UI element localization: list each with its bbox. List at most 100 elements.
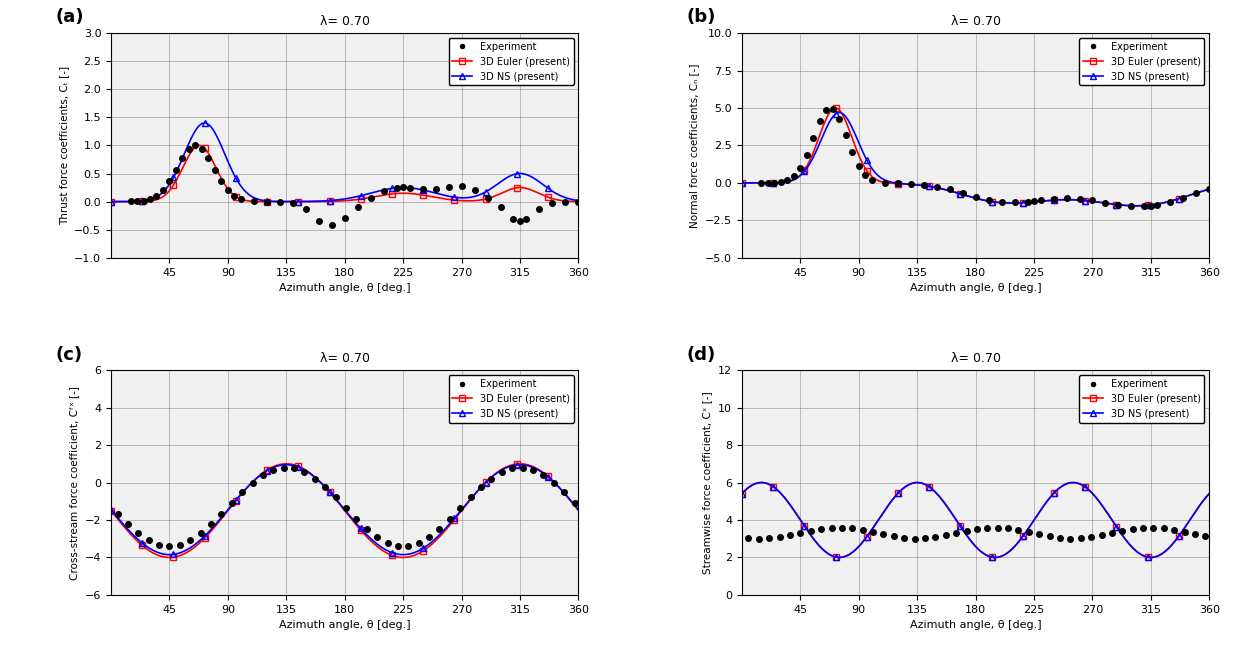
- Point: [502, 463, 522, 474]
- Point: [822, 522, 842, 533]
- Point: [199, 153, 218, 163]
- Title: λ= 0.70: λ= 0.70: [950, 15, 1001, 28]
- Point: [492, 467, 512, 477]
- Point: [180, 535, 200, 545]
- Legend: Experiment, 3D Euler (present), 3D NS (present): Experiment, 3D Euler (present), 3D NS (p…: [448, 375, 574, 422]
- Point: [988, 522, 1008, 533]
- Point: [992, 196, 1012, 207]
- Point: [771, 176, 791, 187]
- Point: [316, 482, 336, 492]
- Point: [357, 524, 376, 534]
- Point: [179, 143, 199, 154]
- Point: [394, 182, 413, 193]
- Point: [308, 215, 328, 226]
- Point: [956, 525, 976, 536]
- Point: [441, 514, 460, 524]
- Point: [916, 533, 935, 544]
- Title: λ= 0.70: λ= 0.70: [320, 15, 370, 28]
- Point: [429, 524, 449, 534]
- Point: [193, 143, 212, 154]
- Point: [231, 194, 251, 204]
- Point: [270, 196, 290, 207]
- Point: [400, 182, 420, 193]
- Point: [1082, 195, 1102, 206]
- Point: [264, 465, 284, 475]
- Point: [1141, 200, 1161, 211]
- Point: [565, 498, 585, 508]
- Point: [412, 184, 432, 194]
- Point: [481, 473, 501, 484]
- Point: [791, 527, 811, 538]
- Point: [759, 533, 779, 544]
- Point: [554, 487, 574, 498]
- Point: [139, 535, 159, 545]
- Point: [1196, 531, 1215, 541]
- Point: [107, 508, 127, 519]
- Point: [1019, 527, 1039, 537]
- Legend: Experiment, 3D Euler (present), 3D NS (present): Experiment, 3D Euler (present), 3D NS (p…: [1080, 38, 1204, 85]
- Point: [147, 190, 167, 201]
- Point: [191, 528, 211, 539]
- Point: [460, 492, 480, 502]
- Point: [791, 163, 811, 174]
- Point: [1070, 194, 1090, 204]
- Point: [765, 177, 785, 188]
- Point: [1056, 193, 1076, 204]
- Point: [801, 525, 821, 536]
- Point: [243, 477, 263, 488]
- Point: [529, 204, 549, 214]
- Point: [1040, 531, 1060, 541]
- Point: [211, 508, 231, 519]
- Point: [452, 181, 471, 192]
- Point: [823, 104, 843, 114]
- Point: [1174, 192, 1193, 203]
- Point: [533, 470, 553, 481]
- Point: [835, 130, 855, 140]
- Point: [569, 196, 589, 207]
- Point: [811, 524, 830, 534]
- Point: [998, 523, 1018, 533]
- Point: [408, 537, 428, 548]
- Point: [953, 188, 972, 198]
- Point: [797, 150, 817, 161]
- Point: [555, 196, 575, 207]
- Point: [420, 531, 439, 542]
- Point: [770, 532, 790, 543]
- Point: [170, 539, 190, 550]
- Point: [471, 482, 491, 492]
- Point: [426, 184, 445, 195]
- Point: [439, 182, 459, 192]
- Point: [305, 473, 325, 484]
- Point: [1008, 525, 1028, 535]
- X-axis label: Azimuth angle, θ [deg.]: Azimuth angle, θ [deg.]: [909, 283, 1041, 293]
- Point: [386, 182, 406, 193]
- Point: [1160, 196, 1180, 207]
- Point: [1030, 195, 1050, 206]
- Point: [861, 175, 881, 185]
- X-axis label: Azimuth angle, θ [deg.]: Azimuth angle, θ [deg.]: [909, 620, 1041, 630]
- Point: [173, 153, 193, 163]
- Point: [810, 116, 829, 127]
- Point: [1122, 201, 1141, 212]
- Point: [977, 522, 997, 533]
- Point: [348, 202, 368, 212]
- Point: [322, 220, 342, 231]
- Point: [1096, 198, 1116, 208]
- Point: [895, 533, 914, 543]
- Point: [758, 178, 777, 188]
- Point: [296, 204, 316, 214]
- Point: [1154, 523, 1174, 533]
- Point: [843, 147, 863, 157]
- Point: [749, 533, 769, 544]
- Point: [211, 176, 231, 186]
- Point: [1185, 529, 1204, 539]
- Point: [849, 161, 869, 171]
- Point: [149, 539, 169, 550]
- Point: [378, 537, 397, 548]
- Point: [875, 178, 895, 188]
- Point: [752, 178, 771, 188]
- Point: [232, 487, 252, 498]
- Point: [512, 462, 532, 473]
- Point: [1029, 529, 1049, 539]
- Point: [927, 181, 946, 192]
